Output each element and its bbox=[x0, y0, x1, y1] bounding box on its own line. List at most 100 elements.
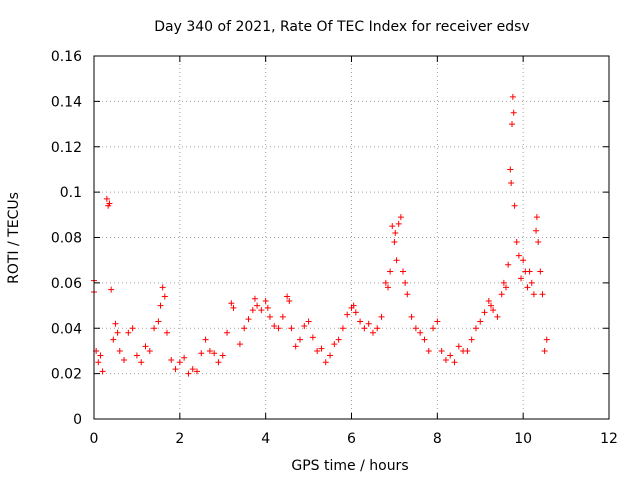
data-point bbox=[395, 220, 402, 227]
data-point bbox=[389, 223, 396, 230]
data-point bbox=[327, 352, 334, 359]
data-point bbox=[391, 239, 398, 246]
data-point bbox=[116, 347, 123, 354]
data-point bbox=[142, 343, 149, 350]
data-point bbox=[339, 325, 346, 332]
data-point bbox=[284, 293, 291, 300]
data-point bbox=[249, 307, 256, 314]
data-point bbox=[535, 239, 542, 246]
data-point bbox=[487, 302, 494, 309]
data-point bbox=[490, 307, 497, 314]
data-point bbox=[507, 166, 514, 173]
y-tick-label: 0.02 bbox=[51, 367, 82, 383]
y-tick-label: 0.16 bbox=[51, 49, 82, 65]
data-point bbox=[520, 257, 527, 264]
data-point bbox=[503, 284, 509, 291]
data-point bbox=[442, 357, 449, 364]
y-tick-label: 0 bbox=[73, 412, 82, 428]
y-tick-label: 0.14 bbox=[51, 94, 82, 110]
data-point bbox=[392, 229, 399, 236]
data-point bbox=[99, 368, 106, 375]
data-point bbox=[374, 325, 381, 332]
data-point bbox=[451, 359, 458, 366]
data-point bbox=[369, 329, 376, 336]
data-point bbox=[236, 341, 243, 348]
data-point bbox=[228, 300, 235, 307]
data-point bbox=[108, 286, 115, 293]
data-point bbox=[125, 329, 132, 336]
data-point bbox=[378, 313, 385, 320]
data-point bbox=[331, 341, 338, 348]
data-point bbox=[271, 322, 278, 329]
data-point bbox=[510, 109, 517, 116]
data-point bbox=[344, 311, 351, 318]
data-point bbox=[417, 329, 424, 336]
data-point bbox=[121, 357, 128, 364]
data-point bbox=[185, 370, 192, 377]
axis-ticks bbox=[93, 55, 610, 420]
data-point bbox=[202, 336, 209, 343]
data-point bbox=[262, 298, 269, 305]
data-point bbox=[477, 318, 484, 325]
data-point bbox=[266, 313, 273, 320]
data-point bbox=[533, 227, 540, 234]
data-point bbox=[382, 279, 389, 286]
data-point bbox=[161, 293, 168, 300]
data-point bbox=[279, 313, 286, 320]
data-point bbox=[455, 343, 462, 350]
data-point bbox=[412, 325, 419, 332]
data-point bbox=[97, 352, 104, 359]
data-point bbox=[505, 261, 512, 268]
data-point bbox=[500, 279, 507, 286]
data-point bbox=[438, 347, 445, 354]
x-tick-label: 6 bbox=[347, 431, 356, 447]
data-point bbox=[254, 302, 261, 309]
x-tick-label: 4 bbox=[261, 431, 270, 447]
data-point bbox=[133, 352, 140, 359]
data-point bbox=[515, 252, 522, 259]
y-axis-label: ROTI / TECUs bbox=[6, 192, 22, 284]
x-tick-label: 10 bbox=[514, 431, 532, 447]
data-point bbox=[533, 214, 540, 221]
data-point bbox=[335, 336, 342, 343]
data-point bbox=[114, 329, 121, 336]
data-point bbox=[421, 336, 428, 343]
y-tick-label: 0.06 bbox=[51, 276, 82, 292]
data-point bbox=[301, 322, 308, 329]
data-point bbox=[198, 350, 205, 357]
data-point bbox=[408, 313, 415, 320]
data-point bbox=[528, 279, 535, 286]
data-point bbox=[511, 202, 518, 209]
data-point bbox=[309, 334, 316, 341]
data-point bbox=[530, 291, 537, 298]
data-point bbox=[526, 268, 533, 275]
data-point bbox=[230, 304, 237, 311]
data-point bbox=[189, 366, 196, 373]
data-point bbox=[384, 284, 391, 291]
data-point bbox=[350, 302, 357, 309]
data-point bbox=[434, 318, 441, 325]
data-point bbox=[297, 336, 303, 343]
data-point bbox=[352, 309, 359, 316]
data-point bbox=[224, 329, 231, 336]
data-point bbox=[387, 268, 394, 275]
data-point bbox=[103, 195, 110, 202]
data-point bbox=[138, 359, 145, 366]
data-point bbox=[472, 325, 479, 332]
data-point bbox=[110, 336, 117, 343]
data-point bbox=[206, 347, 213, 354]
chart-title: Day 340 of 2021, Rate Of TEC Index for r… bbox=[154, 19, 529, 35]
data-point bbox=[172, 366, 179, 373]
data-point bbox=[404, 291, 411, 298]
data-point bbox=[163, 329, 170, 336]
data-point bbox=[112, 320, 119, 327]
data-point bbox=[245, 316, 252, 323]
data-point bbox=[194, 368, 200, 375]
data-point bbox=[176, 359, 183, 366]
x-tick-label: 0 bbox=[90, 431, 99, 447]
y-tick-label: 0.1 bbox=[60, 185, 82, 201]
grid bbox=[94, 56, 609, 419]
data-point bbox=[397, 214, 404, 221]
data-point bbox=[155, 318, 162, 325]
data-point bbox=[251, 295, 258, 302]
